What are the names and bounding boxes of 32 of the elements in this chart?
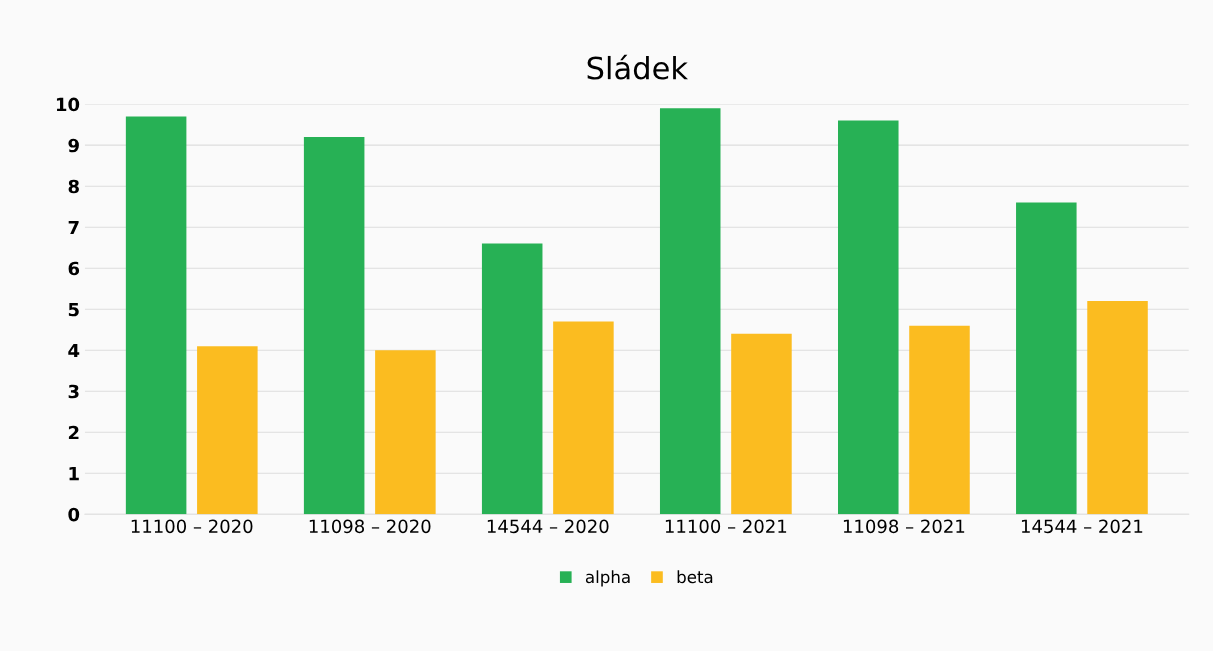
bar xyxy=(909,325,970,515)
x-tick-label: 14544 – 2020 xyxy=(487,519,609,534)
y-tick-label: 10 xyxy=(56,97,80,112)
bar xyxy=(481,243,543,515)
bar xyxy=(659,108,721,515)
y-tick-label: 4 xyxy=(68,343,80,358)
y-tick-label: 6 xyxy=(68,261,80,276)
bar xyxy=(838,120,899,515)
x-tick-label: 11100 – 2020 xyxy=(131,519,253,534)
y-tick-label: 8 xyxy=(68,179,79,194)
legend-label: beta xyxy=(677,570,713,584)
y-tick-label: 0 xyxy=(68,507,80,522)
bar xyxy=(197,346,258,515)
bar xyxy=(731,333,792,515)
x-tick-label: 14544 – 2021 xyxy=(1021,519,1143,534)
bar xyxy=(1087,301,1148,515)
y-tick-label: 9 xyxy=(68,138,79,153)
bar xyxy=(125,116,187,515)
bar xyxy=(1016,202,1077,515)
y-tick-label: 5 xyxy=(68,302,79,317)
bar xyxy=(375,350,436,515)
bar xyxy=(553,321,614,515)
y-tick-label: 7 xyxy=(68,220,79,235)
x-tick-label: 11100 – 2021 xyxy=(665,519,787,534)
x-tick-label: 11098 – 2021 xyxy=(843,519,965,534)
y-tick-label: 1 xyxy=(69,466,79,481)
legend-label: alpha xyxy=(585,570,630,587)
y-tick-label: 2 xyxy=(68,425,79,440)
bar xyxy=(303,136,365,515)
y-tick-label: 3 xyxy=(68,384,79,399)
x-tick-label: 11098 – 2020 xyxy=(309,519,431,534)
chart-title: Sládek xyxy=(587,54,688,80)
